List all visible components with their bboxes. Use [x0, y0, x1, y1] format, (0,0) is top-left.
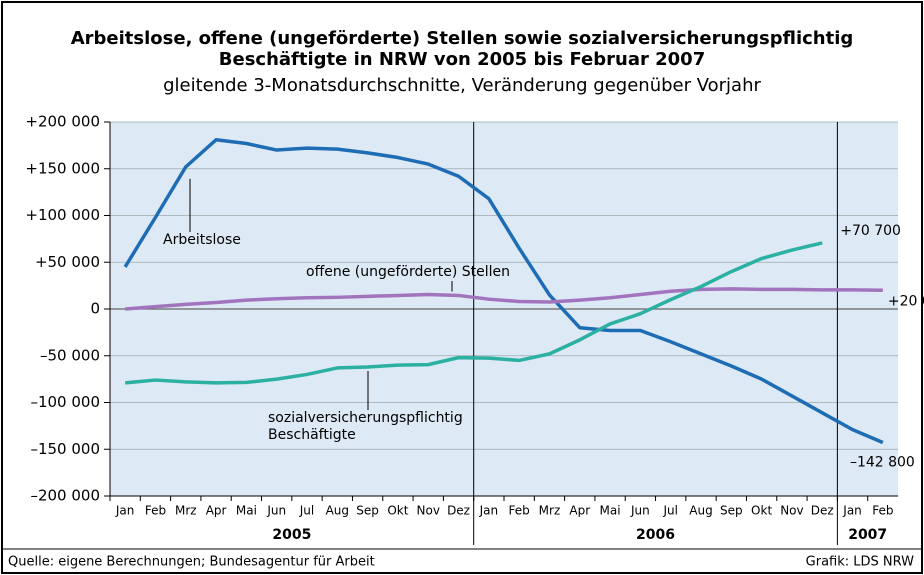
x-tick-label: Okt	[387, 504, 408, 518]
x-tick-label: Mai	[236, 504, 257, 518]
x-tick-label: Jul	[662, 504, 677, 518]
x-tick-label: Dez	[447, 504, 470, 518]
y-tick-label: –150 000	[30, 440, 100, 458]
x-tick-label: Apr	[569, 504, 590, 518]
value-label: +20 000	[888, 293, 924, 309]
x-tick-label: Jun	[266, 504, 286, 518]
series-line	[124, 241, 823, 385]
series-label: Arbeitslose	[163, 232, 241, 248]
credit: Grafik: LDS NRW	[806, 555, 914, 570]
y-tick-label: +150 000	[25, 159, 100, 177]
source: Quelle: eigene Berechnungen; Bundesagent…	[8, 555, 375, 570]
x-tick-label: Feb	[872, 504, 893, 518]
chart-subtitle: gleitende 3-Monatsdurchschnitte, Verände…	[163, 75, 761, 96]
year-label: 2006	[636, 527, 675, 543]
x-tick-label: Jan	[842, 504, 862, 518]
y-tick-label: +50 000	[35, 253, 100, 271]
x-tick-label: Sep	[720, 504, 743, 518]
x-tick-label: Mrz	[175, 504, 197, 518]
x-tick-label: Apr	[206, 504, 227, 518]
x-tick-label: Aug	[689, 504, 712, 518]
y-tick-label: +100 000	[25, 206, 100, 224]
x-tick-label: Jul	[299, 504, 314, 518]
y-tick-label: –200 000	[30, 487, 100, 505]
x-tick-label: Okt	[751, 504, 772, 518]
x-tick-label: Mai	[600, 504, 621, 518]
x-tick-label: Feb	[145, 504, 166, 518]
title-box: Arbeitslose, offene (ungeförderte) Stell…	[70, 28, 854, 70]
year-label: 2007	[848, 527, 887, 543]
y-tick-label: +200 000	[25, 113, 100, 131]
y-tick-label: –50 000	[40, 346, 100, 364]
x-tick-label: Jun	[630, 504, 650, 518]
x-tick-label: Feb	[509, 504, 530, 518]
value-label: +70 700	[840, 223, 901, 239]
x-tick-label: Nov	[417, 504, 440, 518]
series-line	[123, 138, 884, 445]
x-tick-label: Jan	[479, 504, 499, 518]
x-tick-label: Sep	[356, 504, 379, 518]
year-label: 2005	[272, 527, 311, 543]
y-tick-label: –100 000	[30, 393, 100, 411]
x-tick-label: Nov	[780, 504, 803, 518]
chart-title: Arbeitslose, offene (ungeförderte) Stell…	[70, 28, 854, 70]
x-tick-label: Mrz	[539, 504, 561, 518]
series-label: sozialversicherungspflichtig Beschäftigt…	[268, 410, 463, 443]
series-line	[125, 287, 883, 311]
y-tick-label: 0	[90, 300, 100, 318]
x-tick-label: Dez	[811, 504, 834, 518]
value-label: –142 800	[850, 455, 915, 471]
x-tick-label: Aug	[326, 504, 349, 518]
x-tick-label: Jan	[115, 504, 135, 518]
series-label: offene (ungeförderte) Stellen	[306, 264, 510, 280]
